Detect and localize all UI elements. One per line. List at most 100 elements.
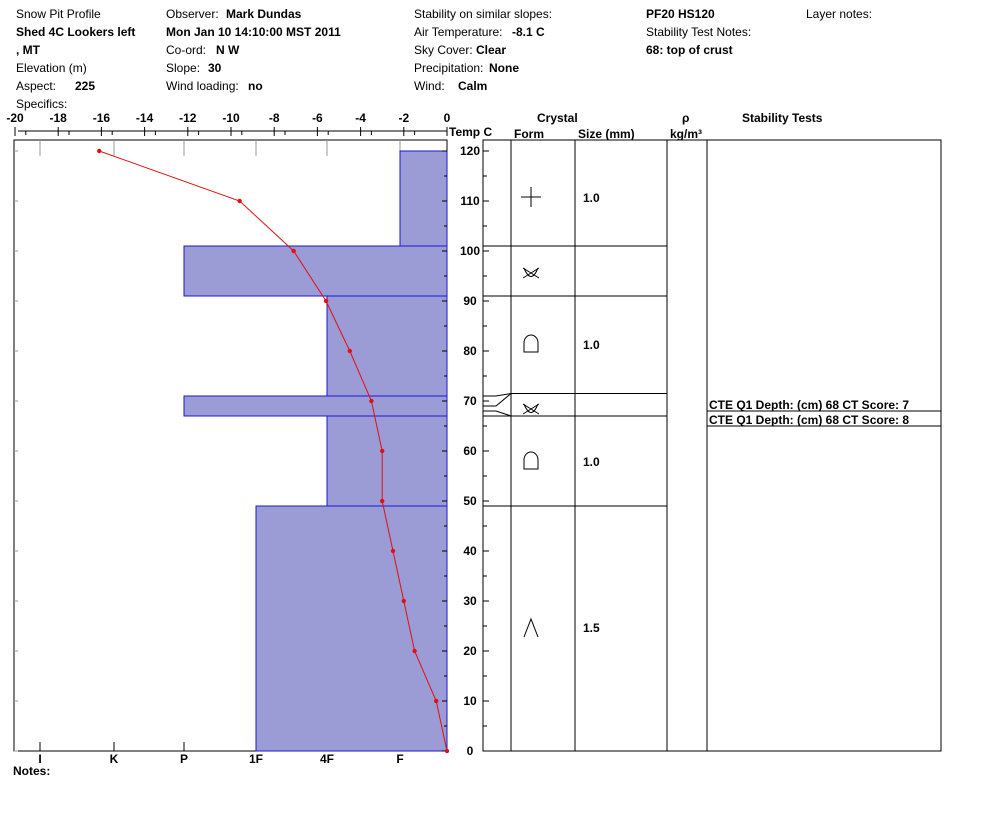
hardness-tick-label: I <box>38 752 41 766</box>
layer-table-frame <box>482 139 942 752</box>
height-tick-label: 0 <box>467 744 474 758</box>
stability-similar-label: Stability on similar slopes: <box>414 7 553 21</box>
temperature-point <box>380 448 385 454</box>
temperature-tick-label: -16 <box>93 111 111 125</box>
height-tick-label: 50 <box>463 494 477 508</box>
temperature-tick-label: -12 <box>179 111 197 125</box>
temperature-point <box>97 148 102 154</box>
layer-boundary-connector <box>483 393 512 407</box>
layer-size: 1.0 <box>583 455 600 469</box>
location-name: Shed 4C Lookers left <box>16 25 136 39</box>
height-tick-label: 120 <box>460 144 480 158</box>
aspect-label: Aspect: <box>16 79 57 93</box>
layer-size: 1.0 <box>583 191 600 205</box>
location-state: , MT <box>16 43 40 57</box>
precipitation-label: Precipitation: <box>414 61 484 75</box>
temperature-tick-label: 0 <box>444 111 451 125</box>
hardness-tick-label: 4F <box>320 752 334 766</box>
hardness-tick-label: F <box>396 752 403 766</box>
layer-size: 1.5 <box>583 621 600 635</box>
air-temp-label: Air Temperature: <box>414 25 503 39</box>
pf-hs-value: PF20 HS120 <box>646 7 715 21</box>
air-temp-value: -8.1 C <box>512 25 545 39</box>
temperature-tick-label: -14 <box>136 111 154 125</box>
stability-tests-header: Stability Tests <box>742 111 823 125</box>
height-tick-label: 20 <box>463 644 477 658</box>
hardness-layer-bar <box>399 150 448 247</box>
hardness-tick-label: P <box>180 752 188 766</box>
temperature-tick-label: -18 <box>50 111 68 125</box>
coord-label: Co-ord: <box>166 43 207 57</box>
wind-label: Wind: <box>414 79 445 93</box>
hardness-layer-bar <box>326 415 448 507</box>
height-tick-label: 10 <box>463 694 477 708</box>
temperature-tick-label: -6 <box>312 111 323 125</box>
height-tick-label: 60 <box>463 444 477 458</box>
height-tick-label: 30 <box>463 594 477 608</box>
height-tick-label: 90 <box>463 294 477 308</box>
observer-label: Observer: <box>166 7 219 21</box>
temperature-tick-label: -8 <box>269 111 280 125</box>
form-column-header: Form <box>514 127 544 141</box>
layer-boundary-connector <box>483 393 512 397</box>
temperature-tick-label: -20 <box>6 111 24 125</box>
aspect-value: 225 <box>75 79 96 93</box>
notes-label: Notes: <box>13 764 51 778</box>
hardness-tick-label: K <box>110 752 119 766</box>
slope-label: Slope: <box>166 61 201 75</box>
observation-datetime: Mon Jan 10 14:10:00 MST 2011 <box>166 25 341 39</box>
depth-hoar-crystal-icon <box>523 617 539 638</box>
hardness-layer-bar <box>183 395 448 417</box>
temperature-point <box>390 548 396 554</box>
wind-loading-label: Wind loading: <box>166 79 239 93</box>
temperature-point <box>444 748 450 754</box>
hardness-layer-bar <box>326 295 448 397</box>
precipitation-value: None <box>489 61 519 75</box>
rounding-facet-crystal-icon <box>522 403 540 415</box>
stability-notes-label: Stability Test Notes: <box>646 25 752 39</box>
temperature-point <box>237 198 242 204</box>
density-unit: kg/m³ <box>670 127 703 141</box>
rounded-crystal-icon <box>523 334 539 353</box>
layer-notes-label: Layer notes: <box>806 7 873 21</box>
temperature-point <box>412 648 417 654</box>
temperature-point <box>347 348 352 354</box>
height-tick-label: 110 <box>460 194 480 208</box>
temperature-tick-label: -10 <box>222 111 240 125</box>
temp-column-header: Temp C <box>449 125 493 139</box>
temperature-point <box>434 698 439 704</box>
layer-size: 1.0 <box>583 338 600 352</box>
coord-value: N W <box>216 43 240 57</box>
stability-test-result: CTE Q1 Depth: (cm) 68 CT Score: 7 <box>709 398 910 412</box>
sky-cover-label: Sky Cover: <box>414 43 473 57</box>
temperature-point <box>369 398 374 404</box>
temperature-point <box>380 498 385 504</box>
hardness-layer-bar <box>183 245 448 297</box>
height-tick-label: 70 <box>463 394 477 408</box>
height-tick-label: 40 <box>463 544 477 558</box>
temperature-tick-label: -2 <box>398 111 409 125</box>
specifics-label: Specifics: <box>16 97 68 111</box>
height-tick-label: 80 <box>463 344 477 358</box>
hardness-layer-bar <box>255 505 448 752</box>
slope-value: 30 <box>208 61 222 75</box>
height-tick-label: 100 <box>460 244 480 258</box>
stability-test-result: CTE Q1 Depth: (cm) 68 CT Score: 8 <box>709 413 910 427</box>
observer-value: Mark Dundas <box>226 7 302 21</box>
temperature-point <box>323 298 329 304</box>
elevation-label: Elevation (m) <box>16 61 87 75</box>
profile-title: Snow Pit Profile <box>16 7 101 21</box>
size-column-header: Size (mm) <box>578 127 635 141</box>
hardness-tick-label: 1F <box>249 752 263 766</box>
density-symbol: ρ <box>682 111 690 125</box>
temperature-point <box>401 598 406 604</box>
wind-loading-value: no <box>248 79 263 93</box>
temperature-point <box>291 248 296 254</box>
layer-boundary-connector <box>483 410 512 417</box>
precip-crystal-icon <box>521 187 541 207</box>
temperature-tick-label: -4 <box>355 111 366 125</box>
crystal-column-header: Crystal <box>537 111 578 125</box>
wind-value: Calm <box>458 79 488 93</box>
rounded-crystal-icon <box>523 451 539 470</box>
